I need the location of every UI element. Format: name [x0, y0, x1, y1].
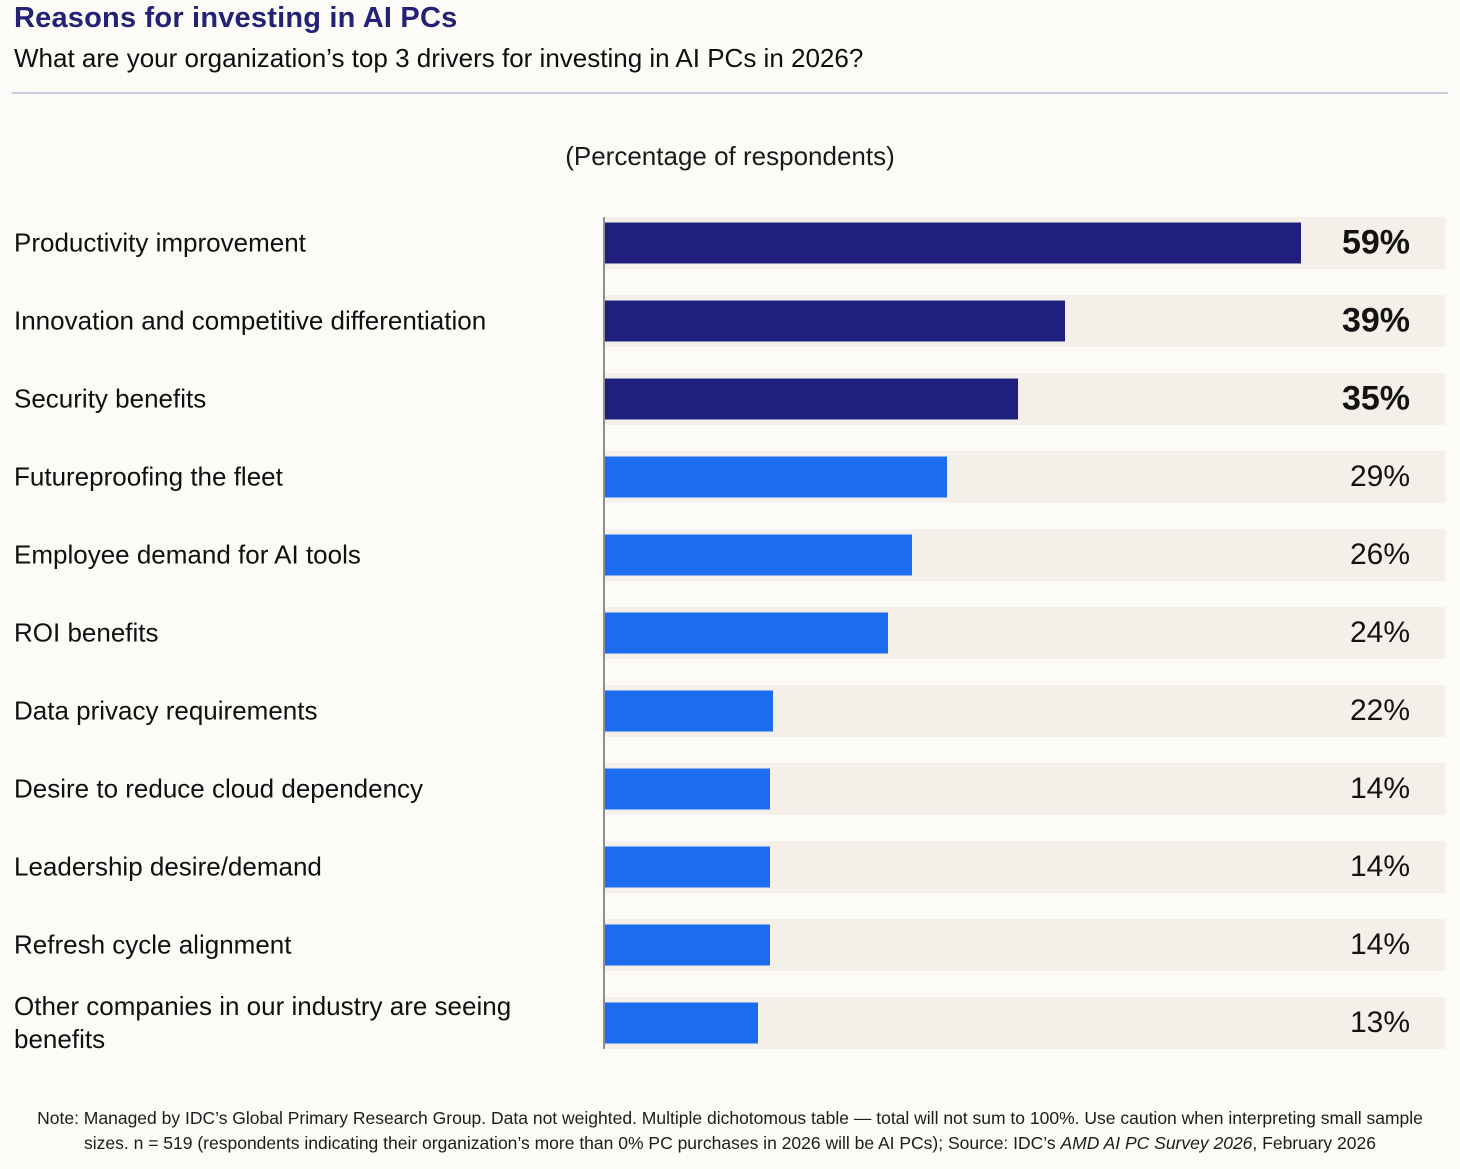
bar-track: 39% [605, 295, 1445, 347]
bar-track: 14% [605, 763, 1445, 815]
bar-track: 29% [605, 451, 1445, 503]
bar-value-label: 14% [1349, 850, 1410, 883]
bar-row: ROI benefits 24% [0, 594, 1460, 672]
bar-row-label: Futureproofing the fleet [14, 461, 283, 492]
bar [605, 846, 770, 888]
bar-chart-rows: Productivity improvement 59% Innovation an… [0, 204, 1460, 1062]
bar [605, 1002, 758, 1044]
bar-track: 35% [605, 373, 1445, 425]
bar-row: Desire to reduce cloud dependency 14% [0, 750, 1460, 828]
bar-row: Data privacy requirements 22% [0, 672, 1460, 750]
bar-track: 26% [605, 529, 1445, 581]
bar-value-label: 14% [1349, 772, 1410, 805]
bar-row: Other companies in our industry are seei… [0, 984, 1460, 1062]
header-divider [12, 92, 1448, 94]
bar-row: Leadership desire/demand 14% [0, 828, 1460, 906]
chart-caption: (Percentage of respondents) [565, 141, 895, 171]
y-axis-line [603, 217, 605, 1049]
bar-value-label: 29% [1349, 460, 1410, 493]
bar-track: 14% [605, 919, 1445, 971]
bar-track: 14% [605, 841, 1445, 893]
bar-chart: Productivity improvement 59% Innovation an… [0, 204, 1460, 1062]
footnote-text: Note: Managed by IDC’s Global Primary Re… [37, 1108, 1423, 1153]
bar-row-label: Innovation and competitive differentiati… [14, 305, 487, 336]
bar-value-label: 24% [1349, 616, 1410, 649]
bar-track: 24% [605, 607, 1445, 659]
bar-value-label: 35% [1341, 379, 1410, 418]
bar-value-label: 59% [1341, 223, 1410, 262]
bar-track: 13% [605, 997, 1445, 1049]
footnote: Note: Managed by IDC’s Global Primary Re… [30, 1106, 1430, 1156]
footnote-text-end: , February 2026 [1252, 1133, 1376, 1153]
bar-row: Productivity improvement 59% [0, 204, 1460, 282]
page-subtitle: What are your organization’s top 3 drive… [14, 43, 864, 73]
bar-row-label: Employee demand for AI tools [14, 539, 361, 570]
bar [605, 612, 888, 654]
bar-value-label: 39% [1341, 301, 1410, 340]
bar-track: 22% [605, 685, 1445, 737]
bar-value-label: 26% [1349, 538, 1410, 571]
bar [605, 300, 1065, 342]
bar-row: Security benefits 35% [0, 360, 1460, 438]
bar-row: Refresh cycle alignment 14% [0, 906, 1460, 984]
bar-row-label: Data privacy requirements [14, 695, 318, 726]
bar [605, 768, 770, 810]
bar [605, 924, 770, 966]
bar [605, 690, 773, 732]
page-title: Reasons for investing in AI PCs [14, 2, 458, 34]
bar-value-label: 22% [1349, 694, 1410, 727]
bar [605, 378, 1018, 420]
bar-value-label: 14% [1349, 928, 1410, 961]
bar [605, 534, 912, 576]
bar-track: 59% [605, 217, 1445, 269]
bar-row-label: Desire to reduce cloud dependency [14, 773, 424, 804]
bar-row: Innovation and competitive differentiati… [0, 282, 1460, 360]
bar-row: Employee demand for AI tools 26% [0, 516, 1460, 594]
bar-row-label: Other companies in our industry are seei… [14, 991, 512, 1054]
footnote-source-italic: AMD AI PC Survey 2026 [1060, 1133, 1253, 1153]
bar-row-label: ROI benefits [14, 617, 159, 648]
bar-row-label: Security benefits [14, 383, 207, 414]
bar [605, 222, 1301, 264]
bar-row: Futureproofing the fleet 29% [0, 438, 1460, 516]
bar-row-label: Leadership desire/demand [14, 851, 322, 882]
bar-row-label: Refresh cycle alignment [14, 929, 292, 960]
bar [605, 456, 947, 498]
bar-row-label: Productivity improvement [14, 227, 306, 258]
bar-value-label: 13% [1349, 1006, 1410, 1039]
